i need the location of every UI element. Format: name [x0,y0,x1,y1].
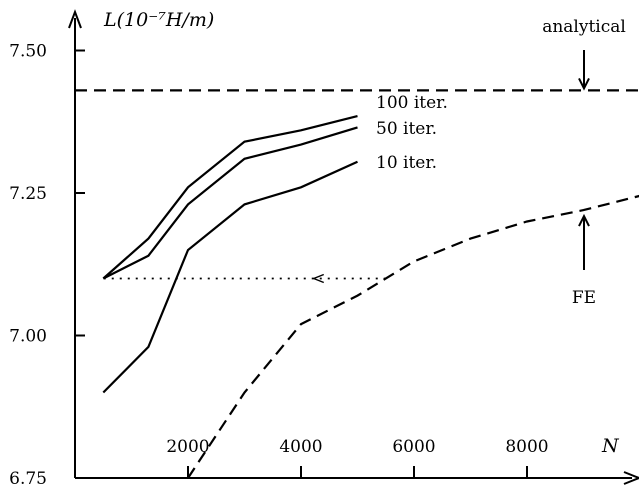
analytical-arrowhead [578,77,590,91]
y-axis-label: L(10⁻⁷H/m) [103,9,214,31]
axis-ticks: 6.75 7.00 7.25 7.50 2000 4000 6000 8000 [9,42,548,486]
x-axis-arrow [623,471,639,485]
y-tick-label: 6.75 [9,469,47,486]
y-tick-label: 7.25 [9,184,47,204]
series-label: 10 iter. [376,153,437,173]
annotation-layer: analytical FE 100 iter. 50 iter. 10 iter. [376,17,626,308]
reference-arrowhead [311,273,325,284]
fe-arrowhead [578,213,590,227]
series-layer [75,89,639,479]
x-axis-label: N [601,435,620,457]
x-tick-label: 8000 [505,437,548,457]
series-label: 100 iter. [376,93,448,113]
fe-label: FE [572,288,596,308]
y-axis-arrow [68,9,82,29]
y-tick-label: 7.50 [9,42,47,62]
x-tick-label: 4000 [279,437,322,457]
series-line-50-iter- [102,126,358,280]
y-axis [68,9,82,478]
x-tick-label: 2000 [166,437,209,457]
series-label: 50 iter. [376,119,437,139]
series-line-100-iter- [102,115,358,280]
y-tick-label: 7.00 [9,327,47,347]
x-tick-label: 6000 [392,437,435,457]
x-axis [75,471,639,485]
series-line-10-iter- [102,160,358,394]
series-line-fe [187,194,639,479]
analytical-label: analytical [542,17,626,37]
